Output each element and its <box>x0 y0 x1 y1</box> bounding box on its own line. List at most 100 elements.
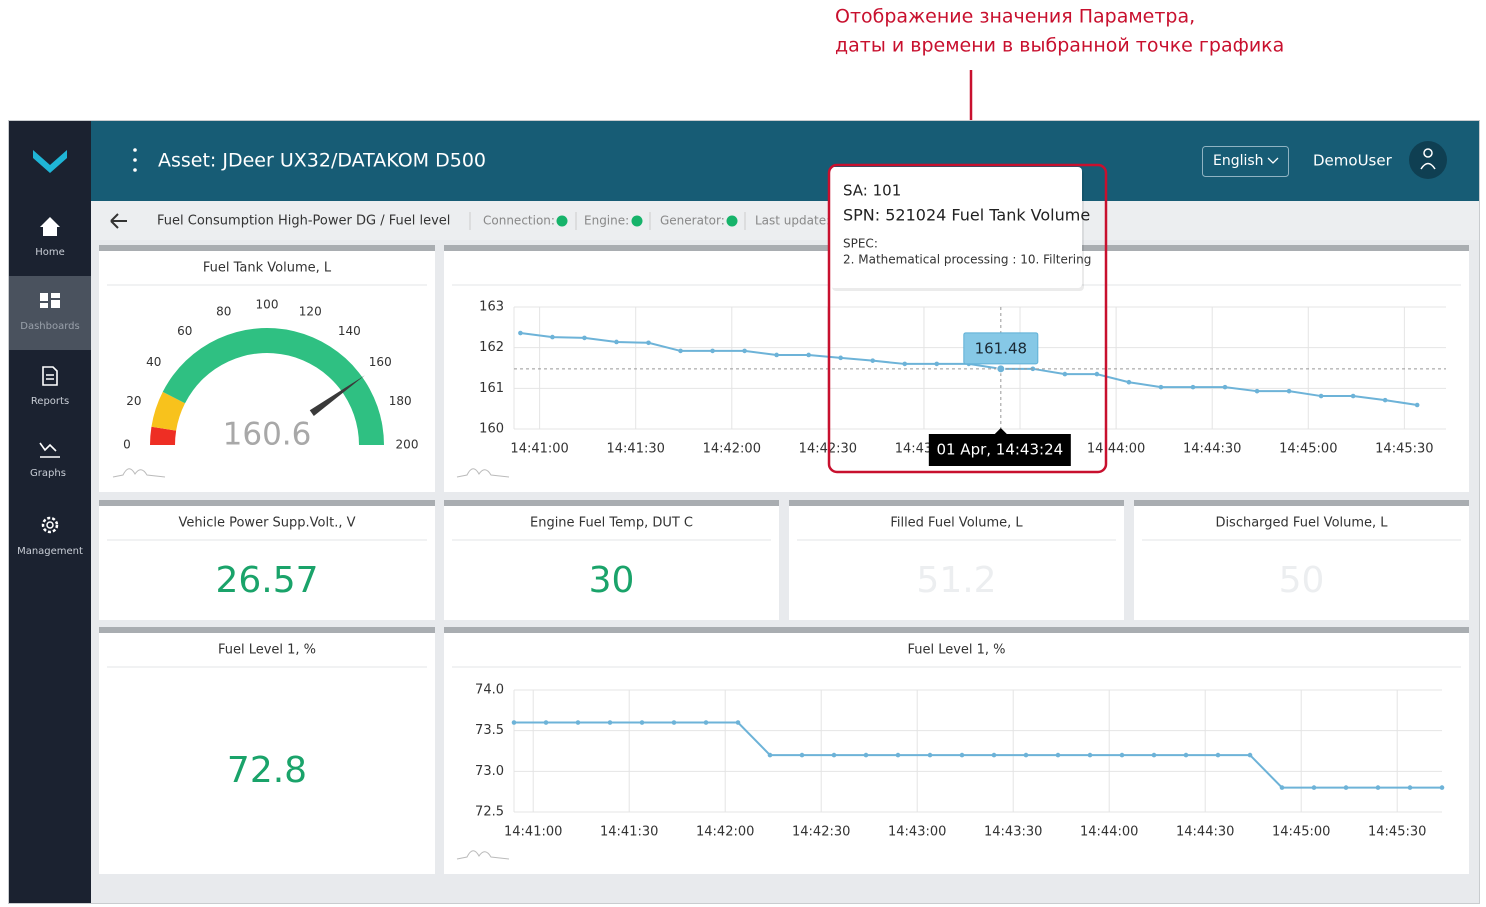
header <box>91 121 1479 201</box>
point <box>1215 752 1221 758</box>
y-tick-label: 161 <box>479 381 504 396</box>
x-tick-label: 14:42:00 <box>696 825 754 840</box>
y-tick-label: 72.5 <box>475 805 504 820</box>
panel <box>444 627 1469 874</box>
status-label: Engine: <box>584 214 629 228</box>
point <box>550 334 555 340</box>
point <box>710 348 715 354</box>
point <box>511 720 517 725</box>
menu-dots[interactable] <box>133 148 137 172</box>
x-tick-label: 14:44:00 <box>1080 825 1138 840</box>
panel-bar <box>444 627 1469 633</box>
tooltip <box>830 167 1082 288</box>
point <box>902 361 908 367</box>
panel <box>444 500 779 620</box>
point <box>1318 393 1324 399</box>
x-tick-label: 14:45:30 <box>1375 442 1433 457</box>
nav-item[interactable]: Dashboards <box>20 321 79 332</box>
sidebar <box>9 121 91 903</box>
gauge-tick-label: 100 <box>256 298 279 312</box>
x-tick-label: 14:44:30 <box>1176 825 1234 840</box>
x-tick-label: 14:43:30 <box>984 825 1042 840</box>
x-tick-label: 14:45:00 <box>1279 442 1337 457</box>
point <box>735 720 741 725</box>
status-label: Generator: <box>660 214 725 228</box>
status-dot <box>631 215 643 227</box>
icon-reports <box>42 366 58 386</box>
point <box>1414 402 1420 408</box>
point <box>991 752 997 758</box>
point <box>1286 388 1292 394</box>
point <box>870 358 876 363</box>
x-tick-label: 14:44:00 <box>1087 442 1145 457</box>
nav-active <box>9 276 91 350</box>
point <box>1254 388 1260 394</box>
point <box>1183 752 1189 758</box>
point <box>543 720 549 725</box>
chevron <box>1267 157 1279 164</box>
point <box>607 720 613 725</box>
point <box>895 752 901 758</box>
x-tick-label: 14:45:00 <box>1272 825 1330 840</box>
gauge-tick-label: 160 <box>369 355 392 369</box>
hover-value-box <box>963 332 1039 365</box>
tile-value: 51.2 <box>916 560 996 601</box>
user-name[interactable]: DemoUser <box>1313 152 1393 170</box>
gauge-tick-label: 20 <box>126 394 141 408</box>
x-tick-label: 14:41:30 <box>600 825 658 840</box>
hover-date: 01 Apr, 14:43:24 <box>936 441 1063 459</box>
panel-bar <box>99 500 435 506</box>
point <box>1350 393 1356 399</box>
x-tick-label: 14:41:30 <box>607 442 665 457</box>
language-select[interactable] <box>1202 146 1289 177</box>
panel-bar <box>1134 500 1469 506</box>
panel-title: Fuel Level 1, % <box>218 643 316 658</box>
panel-title: Filled Fuel Volume, L <box>890 516 1023 531</box>
panel-logo <box>456 468 510 478</box>
icon-home <box>40 217 60 236</box>
nav-item[interactable]: Graphs <box>30 468 66 479</box>
point <box>1222 384 1228 390</box>
nav-item[interactable]: Management <box>17 546 83 557</box>
point <box>863 752 869 758</box>
point <box>742 348 747 354</box>
language[interactable]: English <box>1213 153 1264 169</box>
tile-value: 72.8 <box>227 750 307 791</box>
subheader <box>91 201 1479 240</box>
panel-title: Vehicle Power Supp.Volt., V <box>178 516 355 531</box>
panel <box>99 245 435 492</box>
panel-bar <box>789 500 1124 506</box>
panel-title: Fuel Tank Volume, L <box>203 261 332 276</box>
panel <box>99 627 435 874</box>
nav-item[interactable]: Home <box>35 247 65 258</box>
hover-point <box>996 364 1006 374</box>
gauge-band <box>150 426 177 445</box>
status-label: Connection: <box>483 214 555 228</box>
y-tick-label: 73.0 <box>475 764 504 779</box>
tile-value: 50 <box>1279 560 1325 601</box>
status-dot <box>556 215 568 227</box>
back-button[interactable] <box>110 213 127 229</box>
avatar-icon <box>1420 148 1436 170</box>
status-dot <box>726 215 738 227</box>
nav-item[interactable]: Reports <box>31 396 69 407</box>
annotation: Отображение значения Параметра, <box>835 6 1195 28</box>
panel-bar <box>99 245 435 251</box>
hover-date-box <box>928 434 1071 466</box>
point <box>1158 384 1164 390</box>
y-tick-label: 74.0 <box>475 683 504 698</box>
point <box>1094 371 1100 377</box>
icon-management <box>41 516 59 534</box>
separators <box>469 212 746 230</box>
point <box>518 330 523 336</box>
y-tick-label: 73.5 <box>475 723 504 738</box>
avatar[interactable] <box>1409 141 1447 179</box>
point <box>927 752 933 758</box>
panel-title: Engine Fuel Temp, DUT C <box>530 516 693 531</box>
point <box>1439 785 1445 790</box>
hover-date-arrow <box>994 428 1007 434</box>
annotation: даты и времени в выбранной точке графика <box>835 35 1284 57</box>
hover-value: 161.48 <box>975 339 1028 357</box>
icon-management <box>46 521 54 529</box>
point <box>1190 384 1196 390</box>
